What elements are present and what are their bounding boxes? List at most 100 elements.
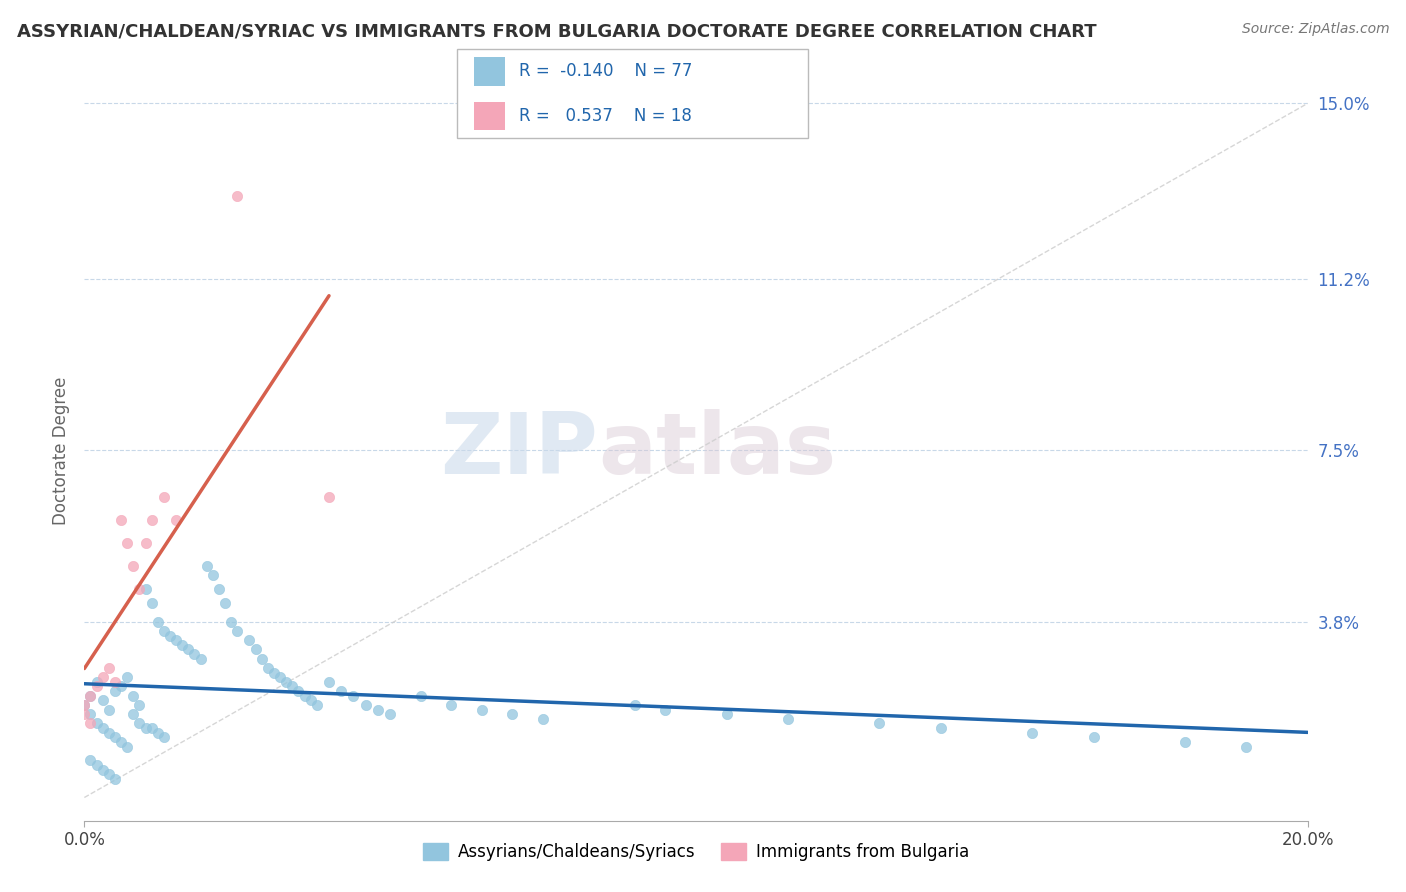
Point xyxy=(177,642,200,657)
Point xyxy=(305,698,328,712)
Point xyxy=(115,670,138,684)
Point xyxy=(73,698,96,712)
Point xyxy=(238,633,260,648)
Text: R =   0.537    N = 18: R = 0.537 N = 18 xyxy=(519,107,692,125)
Point xyxy=(135,721,157,735)
Point xyxy=(318,490,340,504)
Point xyxy=(122,559,145,574)
Point xyxy=(172,638,194,652)
Point xyxy=(165,513,187,527)
Point xyxy=(183,647,205,661)
Point xyxy=(190,651,212,665)
Text: ZIP: ZIP xyxy=(440,409,598,492)
Legend: Assyrians/Chaldeans/Syriacs, Immigrants from Bulgaria: Assyrians/Chaldeans/Syriacs, Immigrants … xyxy=(416,837,976,868)
Point xyxy=(287,684,309,698)
Point xyxy=(776,712,799,726)
Point xyxy=(257,661,280,675)
Point xyxy=(79,716,101,731)
Text: ASSYRIAN/CHALDEAN/SYRIAC VS IMMIGRANTS FROM BULGARIA DOCTORATE DEGREE CORRELATIO: ASSYRIAN/CHALDEAN/SYRIAC VS IMMIGRANTS F… xyxy=(17,22,1097,40)
Point xyxy=(250,651,273,665)
Text: R =  -0.140    N = 77: R = -0.140 N = 77 xyxy=(519,62,692,80)
Point xyxy=(146,615,169,629)
Point xyxy=(110,735,132,749)
Point xyxy=(330,684,353,698)
Point xyxy=(195,559,218,574)
Point xyxy=(91,693,114,707)
Point xyxy=(624,698,647,712)
Point xyxy=(110,680,132,694)
Point xyxy=(263,665,285,680)
Point xyxy=(79,689,101,703)
Point xyxy=(115,536,138,550)
Point xyxy=(141,513,163,527)
Point xyxy=(208,582,231,597)
Point xyxy=(201,568,224,582)
Point xyxy=(86,716,108,731)
Point xyxy=(135,582,157,597)
Text: atlas: atlas xyxy=(598,409,837,492)
Point xyxy=(929,721,952,735)
Point xyxy=(471,703,494,717)
Point xyxy=(245,642,267,657)
Point xyxy=(1236,739,1258,754)
Point xyxy=(135,536,157,550)
Point xyxy=(502,707,524,722)
Point xyxy=(281,680,304,694)
Point xyxy=(409,689,432,703)
Point xyxy=(97,767,120,781)
Point xyxy=(354,698,377,712)
Point xyxy=(214,596,236,610)
Point xyxy=(86,674,108,689)
Point xyxy=(1174,735,1197,749)
Point xyxy=(115,739,138,754)
Point xyxy=(159,628,181,642)
Point xyxy=(97,661,120,675)
Point xyxy=(219,615,242,629)
Point xyxy=(128,716,150,731)
Point xyxy=(141,596,163,610)
Point xyxy=(91,721,114,735)
Point xyxy=(294,689,316,703)
Point xyxy=(226,189,249,203)
Point xyxy=(104,772,127,786)
Text: Source: ZipAtlas.com: Source: ZipAtlas.com xyxy=(1241,22,1389,37)
Point xyxy=(153,731,176,745)
Point xyxy=(299,693,322,707)
Point xyxy=(104,684,127,698)
Point xyxy=(122,707,145,722)
Point xyxy=(440,698,463,712)
Point xyxy=(269,670,291,684)
Point xyxy=(79,689,101,703)
Y-axis label: Doctorate Degree: Doctorate Degree xyxy=(52,376,70,524)
Point xyxy=(226,624,249,638)
Point xyxy=(86,680,108,694)
Point xyxy=(79,754,101,768)
Point xyxy=(128,698,150,712)
Point xyxy=(141,721,163,735)
Point xyxy=(153,490,176,504)
Point xyxy=(110,513,132,527)
Point xyxy=(654,703,676,717)
Point xyxy=(165,633,187,648)
Point xyxy=(97,725,120,739)
Point xyxy=(716,707,738,722)
Point xyxy=(104,674,127,689)
Point xyxy=(91,763,114,777)
Point xyxy=(146,725,169,739)
Point xyxy=(342,689,364,703)
Point xyxy=(73,707,96,722)
Point xyxy=(869,716,891,731)
Point xyxy=(380,707,402,722)
Point xyxy=(153,624,176,638)
Point xyxy=(128,582,150,597)
Point xyxy=(1083,731,1105,745)
Point xyxy=(104,731,127,745)
Point xyxy=(318,674,340,689)
Point xyxy=(276,674,298,689)
Point xyxy=(531,712,554,726)
Point xyxy=(367,703,389,717)
Point xyxy=(91,670,114,684)
Point xyxy=(97,703,120,717)
Point xyxy=(122,689,145,703)
Point xyxy=(1021,725,1043,739)
